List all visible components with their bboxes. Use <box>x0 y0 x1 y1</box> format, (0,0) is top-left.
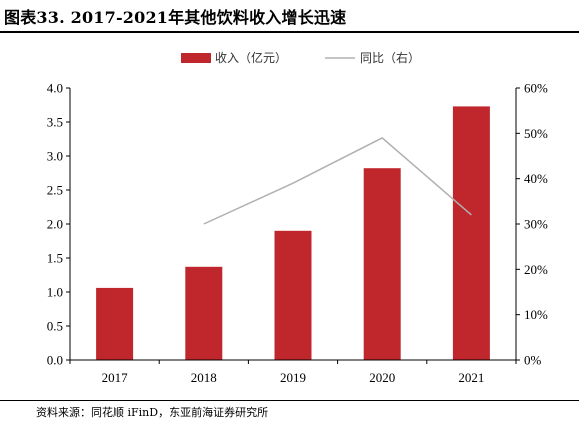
y-right-tick-label: 40% <box>524 171 548 186</box>
y-left-tick-label: 2.0 <box>47 217 63 232</box>
x-tick-label-2021: 2021 <box>458 370 484 385</box>
x-tick-label-2019: 2019 <box>280 370 306 385</box>
y-right-tick-label: 10% <box>524 307 548 322</box>
y-left-tick-label: 0.0 <box>47 353 63 368</box>
y-left-tick-label: 2.5 <box>47 183 63 198</box>
bar-2019 <box>274 230 312 360</box>
y-right-tick-label: 50% <box>524 126 548 141</box>
legend-swatch-revenue <box>181 53 211 63</box>
bar-2018 <box>185 266 223 360</box>
chart-title: 图表33. 2017-2021年其他饮料收入增长迅速 <box>4 8 347 27</box>
y-left-tick-label: 3.5 <box>47 115 63 130</box>
y-right-tick-label: 20% <box>524 262 548 277</box>
x-tick-label-2017: 2017 <box>102 370 129 385</box>
source-note: 资料来源：同花顺 iFinD，东亚前海证券研究所 <box>36 406 269 419</box>
y-left-tick-label: 1.5 <box>47 251 63 266</box>
y-right-tick-label: 60% <box>524 81 548 96</box>
y-right-tick-label: 30% <box>524 217 548 232</box>
y-left-tick-label: 3.0 <box>47 149 63 164</box>
legend: 收入（亿元） 同比（右） <box>181 50 420 65</box>
y-right-tick-label: 0% <box>524 353 542 368</box>
title-divider <box>0 31 579 33</box>
y-left-tick-label: 0.5 <box>47 319 63 334</box>
legend-label-yoy: 同比（右） <box>360 50 420 65</box>
yoy-line <box>203 137 472 225</box>
bar-line-chart: 收入（亿元） 同比（右） 0.0 0.5 1.0 1.5 2.0 2.5 3.0 3.5 4.0… <box>47 50 548 386</box>
bar-2017 <box>96 287 134 360</box>
bar-2021 <box>452 106 490 361</box>
x-tick-label-2020: 2020 <box>369 370 395 385</box>
bar-2020 <box>363 168 401 360</box>
y-left-tick-label: 4.0 <box>47 81 63 96</box>
y-left-tick-label: 1.0 <box>47 285 63 300</box>
x-tick-label-2018: 2018 <box>191 370 217 385</box>
footer-divider <box>0 400 579 401</box>
legend-label-revenue: 收入（亿元） <box>215 50 287 65</box>
plot-area: 0.0 0.5 1.0 1.5 2.0 2.5 3.0 3.5 4.0 0% 10% 20% 30% 40… <box>47 81 548 386</box>
